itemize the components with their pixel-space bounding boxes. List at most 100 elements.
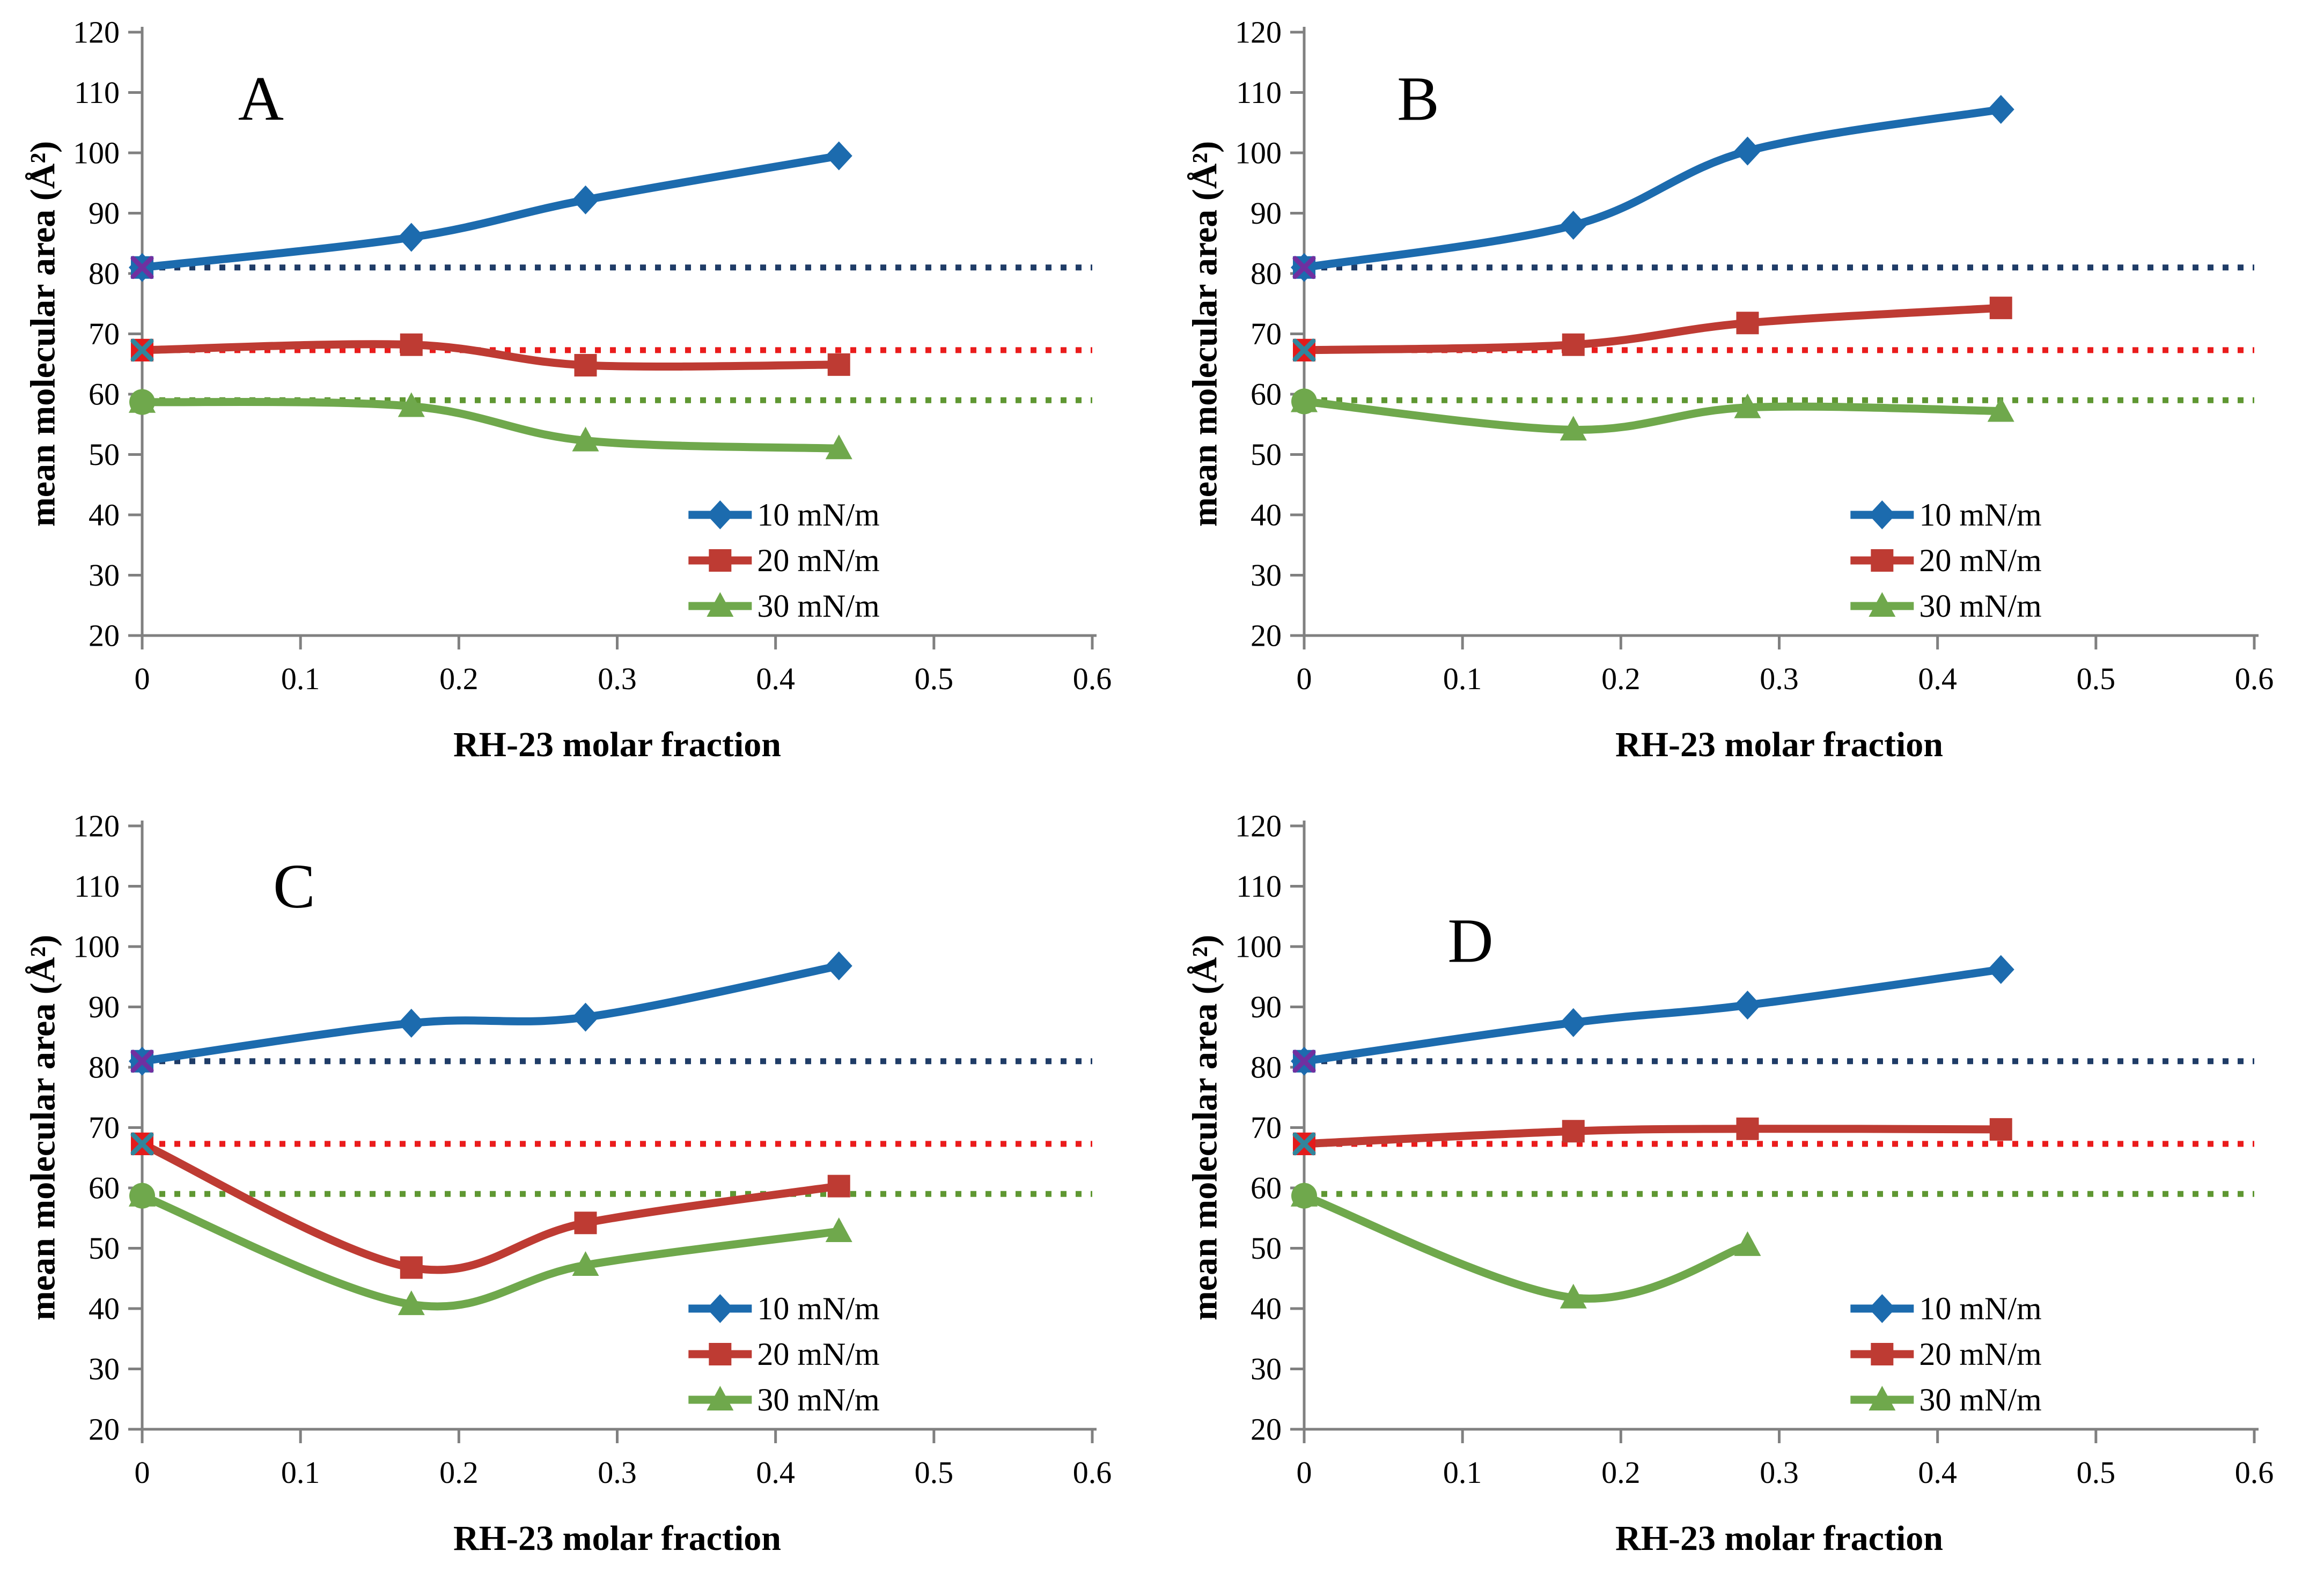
y-tick-label: 40 — [89, 1291, 120, 1326]
data-point-marker — [825, 1217, 852, 1242]
chart-panel-D: 20 30 40 50 60 70 80 90 100 110 120 0 0.1 0.2 0.3 0.4 0.… — [1186, 809, 2274, 1559]
x-tick-label: 0 — [1297, 661, 1312, 696]
y-tick-label: 100 — [1235, 136, 1282, 171]
y-tick-label: 110 — [1236, 869, 1282, 904]
y-axis-title: mean molecular area (Å²) — [24, 141, 63, 527]
x-tick-label: 0.3 — [598, 661, 637, 696]
legend-label: 10 mN/m — [757, 1291, 879, 1326]
x-tick-label: 0 — [135, 1455, 150, 1490]
y-tick-label: 20 — [89, 618, 120, 653]
data-point-marker — [825, 434, 852, 460]
series-line-30 — [138, 1192, 843, 1311]
x-tick-label: 0.3 — [1760, 661, 1799, 696]
x-tick-label: 0.1 — [1443, 1455, 1482, 1490]
data-point-marker — [400, 333, 423, 356]
legend-swatch-marker — [709, 1343, 732, 1365]
legend-swatch-marker — [707, 500, 734, 529]
legend-swatch-marker — [707, 592, 734, 617]
data-point-marker — [1987, 397, 2014, 422]
data-point-marker — [1560, 416, 1587, 441]
y-tick-label: 70 — [1251, 1110, 1282, 1145]
y-axis-title: mean molecular area (Å²) — [1186, 141, 1225, 527]
x-tick-label: 0.1 — [1443, 661, 1482, 696]
panel-letter: C — [273, 851, 315, 921]
y-tick-label: 70 — [89, 316, 120, 351]
series-line-10 — [1300, 105, 2005, 272]
series-line-20 — [1300, 1125, 2005, 1148]
x-tick-label: 0.2 — [1601, 661, 1641, 696]
y-tick-label: 20 — [89, 1412, 120, 1447]
legend-swatch-marker — [1869, 1386, 1896, 1410]
x-tick-label: 0.5 — [915, 661, 954, 696]
y-axis-title: mean molecular area (Å²) — [1186, 935, 1225, 1320]
y-tick-label: 40 — [1251, 498, 1282, 533]
panel-A: 20 30 40 50 60 70 80 90 100 110 120 0 0.1 0.2 0.3 0.4 0.… — [0, 0, 1162, 794]
data-point-marker — [1736, 1117, 1759, 1140]
legend-label: 30 mN/m — [1919, 588, 2041, 624]
data-point-marker — [398, 1290, 425, 1316]
y-tick-label: 110 — [74, 869, 120, 904]
series-line-30 — [1300, 1192, 1752, 1303]
data-point-marker — [1734, 136, 1761, 166]
data-point-marker — [1734, 393, 1761, 418]
legend-label: 30 mN/m — [1919, 1382, 2041, 1417]
legend-swatch-marker — [1871, 1343, 1894, 1365]
y-tick-label: 110 — [74, 75, 120, 110]
chart-panel-A: 20 30 40 50 60 70 80 90 100 110 120 0 0.1 0.2 0.3 0.4 0.… — [24, 15, 1112, 765]
x-tick-label: 0.4 — [1918, 661, 1957, 696]
x-tick-label: 0.3 — [1760, 1455, 1799, 1490]
data-point-marker — [825, 141, 852, 171]
data-point-marker — [1736, 312, 1759, 335]
x-tick-label: 0.6 — [2235, 1455, 2274, 1490]
origin-marker-triangle — [129, 388, 156, 413]
y-tick-label: 30 — [89, 1351, 120, 1386]
origin-marker-triangle — [129, 1181, 156, 1207]
y-tick-label: 50 — [1251, 1231, 1282, 1266]
y-tick-label: 60 — [89, 377, 120, 412]
x-tick-label: 0.6 — [1073, 1455, 1112, 1490]
data-point-marker — [398, 223, 425, 252]
series-line-20 — [138, 340, 843, 371]
legend-swatch-marker — [709, 549, 732, 572]
legend-swatch-marker — [1871, 549, 1894, 572]
origin-x-overlay — [130, 1132, 154, 1156]
origin-x-overlay — [1292, 1132, 1316, 1156]
y-tick-label: 100 — [73, 136, 120, 171]
y-tick-label: 120 — [1235, 809, 1282, 844]
origin-x-overlay — [1292, 256, 1316, 279]
data-point-marker — [1987, 955, 2014, 984]
x-tick-label: 0.6 — [2235, 661, 2274, 696]
legend-swatch-marker — [1869, 1294, 1896, 1323]
y-tick-label: 60 — [1251, 377, 1282, 412]
series-line-10 — [138, 152, 843, 272]
x-axis-title: RH-23 molar fraction — [1615, 1519, 1943, 1558]
origin-x-overlay — [130, 256, 154, 279]
legend-swatch-marker — [1869, 592, 1896, 617]
legend-label: 10 mN/m — [757, 497, 879, 533]
data-point-marker — [1560, 1008, 1587, 1037]
x-axis-title: RH-23 molar fraction — [453, 1519, 781, 1558]
chart-panel-B: 20 30 40 50 60 70 80 90 100 110 120 0 0.1 0.2 0.3 0.4 0.… — [1186, 15, 2274, 765]
y-tick-label: 100 — [73, 929, 120, 964]
legend-label: 10 mN/m — [1919, 497, 2041, 533]
data-point-marker — [827, 353, 850, 376]
data-point-marker — [572, 185, 599, 215]
panel-C: 20 30 40 50 60 70 80 90 100 110 120 0 0.1 0.2 0.3 0.4 0.… — [0, 794, 1162, 1587]
y-tick-label: 100 — [1235, 929, 1282, 964]
data-point-marker — [1734, 991, 1761, 1020]
x-tick-label: 0.2 — [439, 661, 479, 696]
x-tick-label: 0.4 — [756, 1455, 795, 1490]
legend-label: 20 mN/m — [757, 1336, 879, 1372]
y-tick-label: 70 — [1251, 316, 1282, 351]
y-tick-label: 90 — [1251, 196, 1282, 231]
data-point-marker — [398, 1008, 425, 1038]
data-point-marker — [825, 951, 852, 980]
series-line-10 — [138, 962, 843, 1066]
y-tick-label: 50 — [1251, 437, 1282, 472]
legend-swatch-marker — [1869, 500, 1896, 529]
y-tick-label: 110 — [1236, 75, 1282, 110]
data-point-marker — [398, 392, 425, 417]
panel-B: 20 30 40 50 60 70 80 90 100 110 120 0 0.1 0.2 0.3 0.4 0.… — [1162, 0, 2324, 794]
x-tick-label: 0.2 — [439, 1455, 479, 1490]
data-point-marker — [574, 354, 597, 376]
